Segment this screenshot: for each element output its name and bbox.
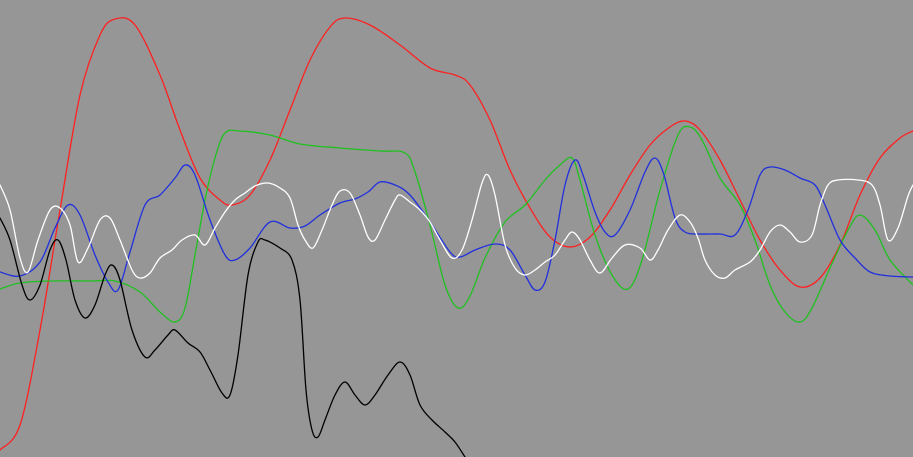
series-layer (0, 17, 913, 457)
series-line-1 (0, 17, 913, 451)
series-line-2 (0, 125, 913, 323)
series-line-5 (0, 217, 466, 457)
series-line-3 (0, 157, 913, 293)
series-line-4 (0, 173, 913, 279)
